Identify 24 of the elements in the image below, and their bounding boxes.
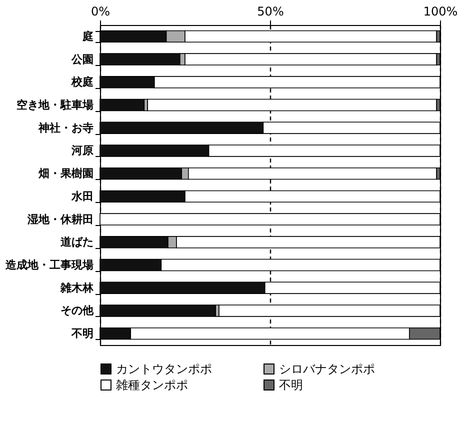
- y-tick-label: 公園: [70, 52, 94, 66]
- y-tick-label: 不明: [70, 327, 94, 340]
- legend-label: カントウタンポポ: [116, 362, 212, 376]
- bar: [100, 53, 180, 66]
- y-tick-label: 河原: [70, 144, 94, 158]
- x-tick-label: 100%: [423, 4, 458, 18]
- x-tick-label: 0%: [90, 4, 110, 18]
- y-tick-label: その他: [60, 304, 94, 318]
- y-tick-label: 畑・果樹園: [38, 167, 94, 180]
- bar: [100, 304, 216, 317]
- y-tick-label: 湿地・休耕田: [26, 212, 94, 226]
- y-tick-label: 雑木林: [60, 281, 94, 294]
- y-tick-label: 空き地・駐車場: [16, 98, 94, 112]
- legend-label: 不明: [279, 378, 303, 392]
- bar: [100, 98, 145, 112]
- y-tick-label: 庭: [82, 30, 94, 43]
- legend-label: 雑種タンポポ: [116, 378, 188, 392]
- y-tick-label: 神社・お寺: [38, 121, 94, 134]
- y-tick-label: 造成地・工事現場: [4, 258, 94, 272]
- y-tick-label: 水田: [70, 190, 94, 203]
- x-tick-label: 50%: [257, 4, 284, 18]
- y-tick-label: 校庭: [70, 76, 94, 89]
- legend-label: シロバナタンポポ: [279, 362, 375, 376]
- y-tick-label: 道ばた: [60, 236, 94, 249]
